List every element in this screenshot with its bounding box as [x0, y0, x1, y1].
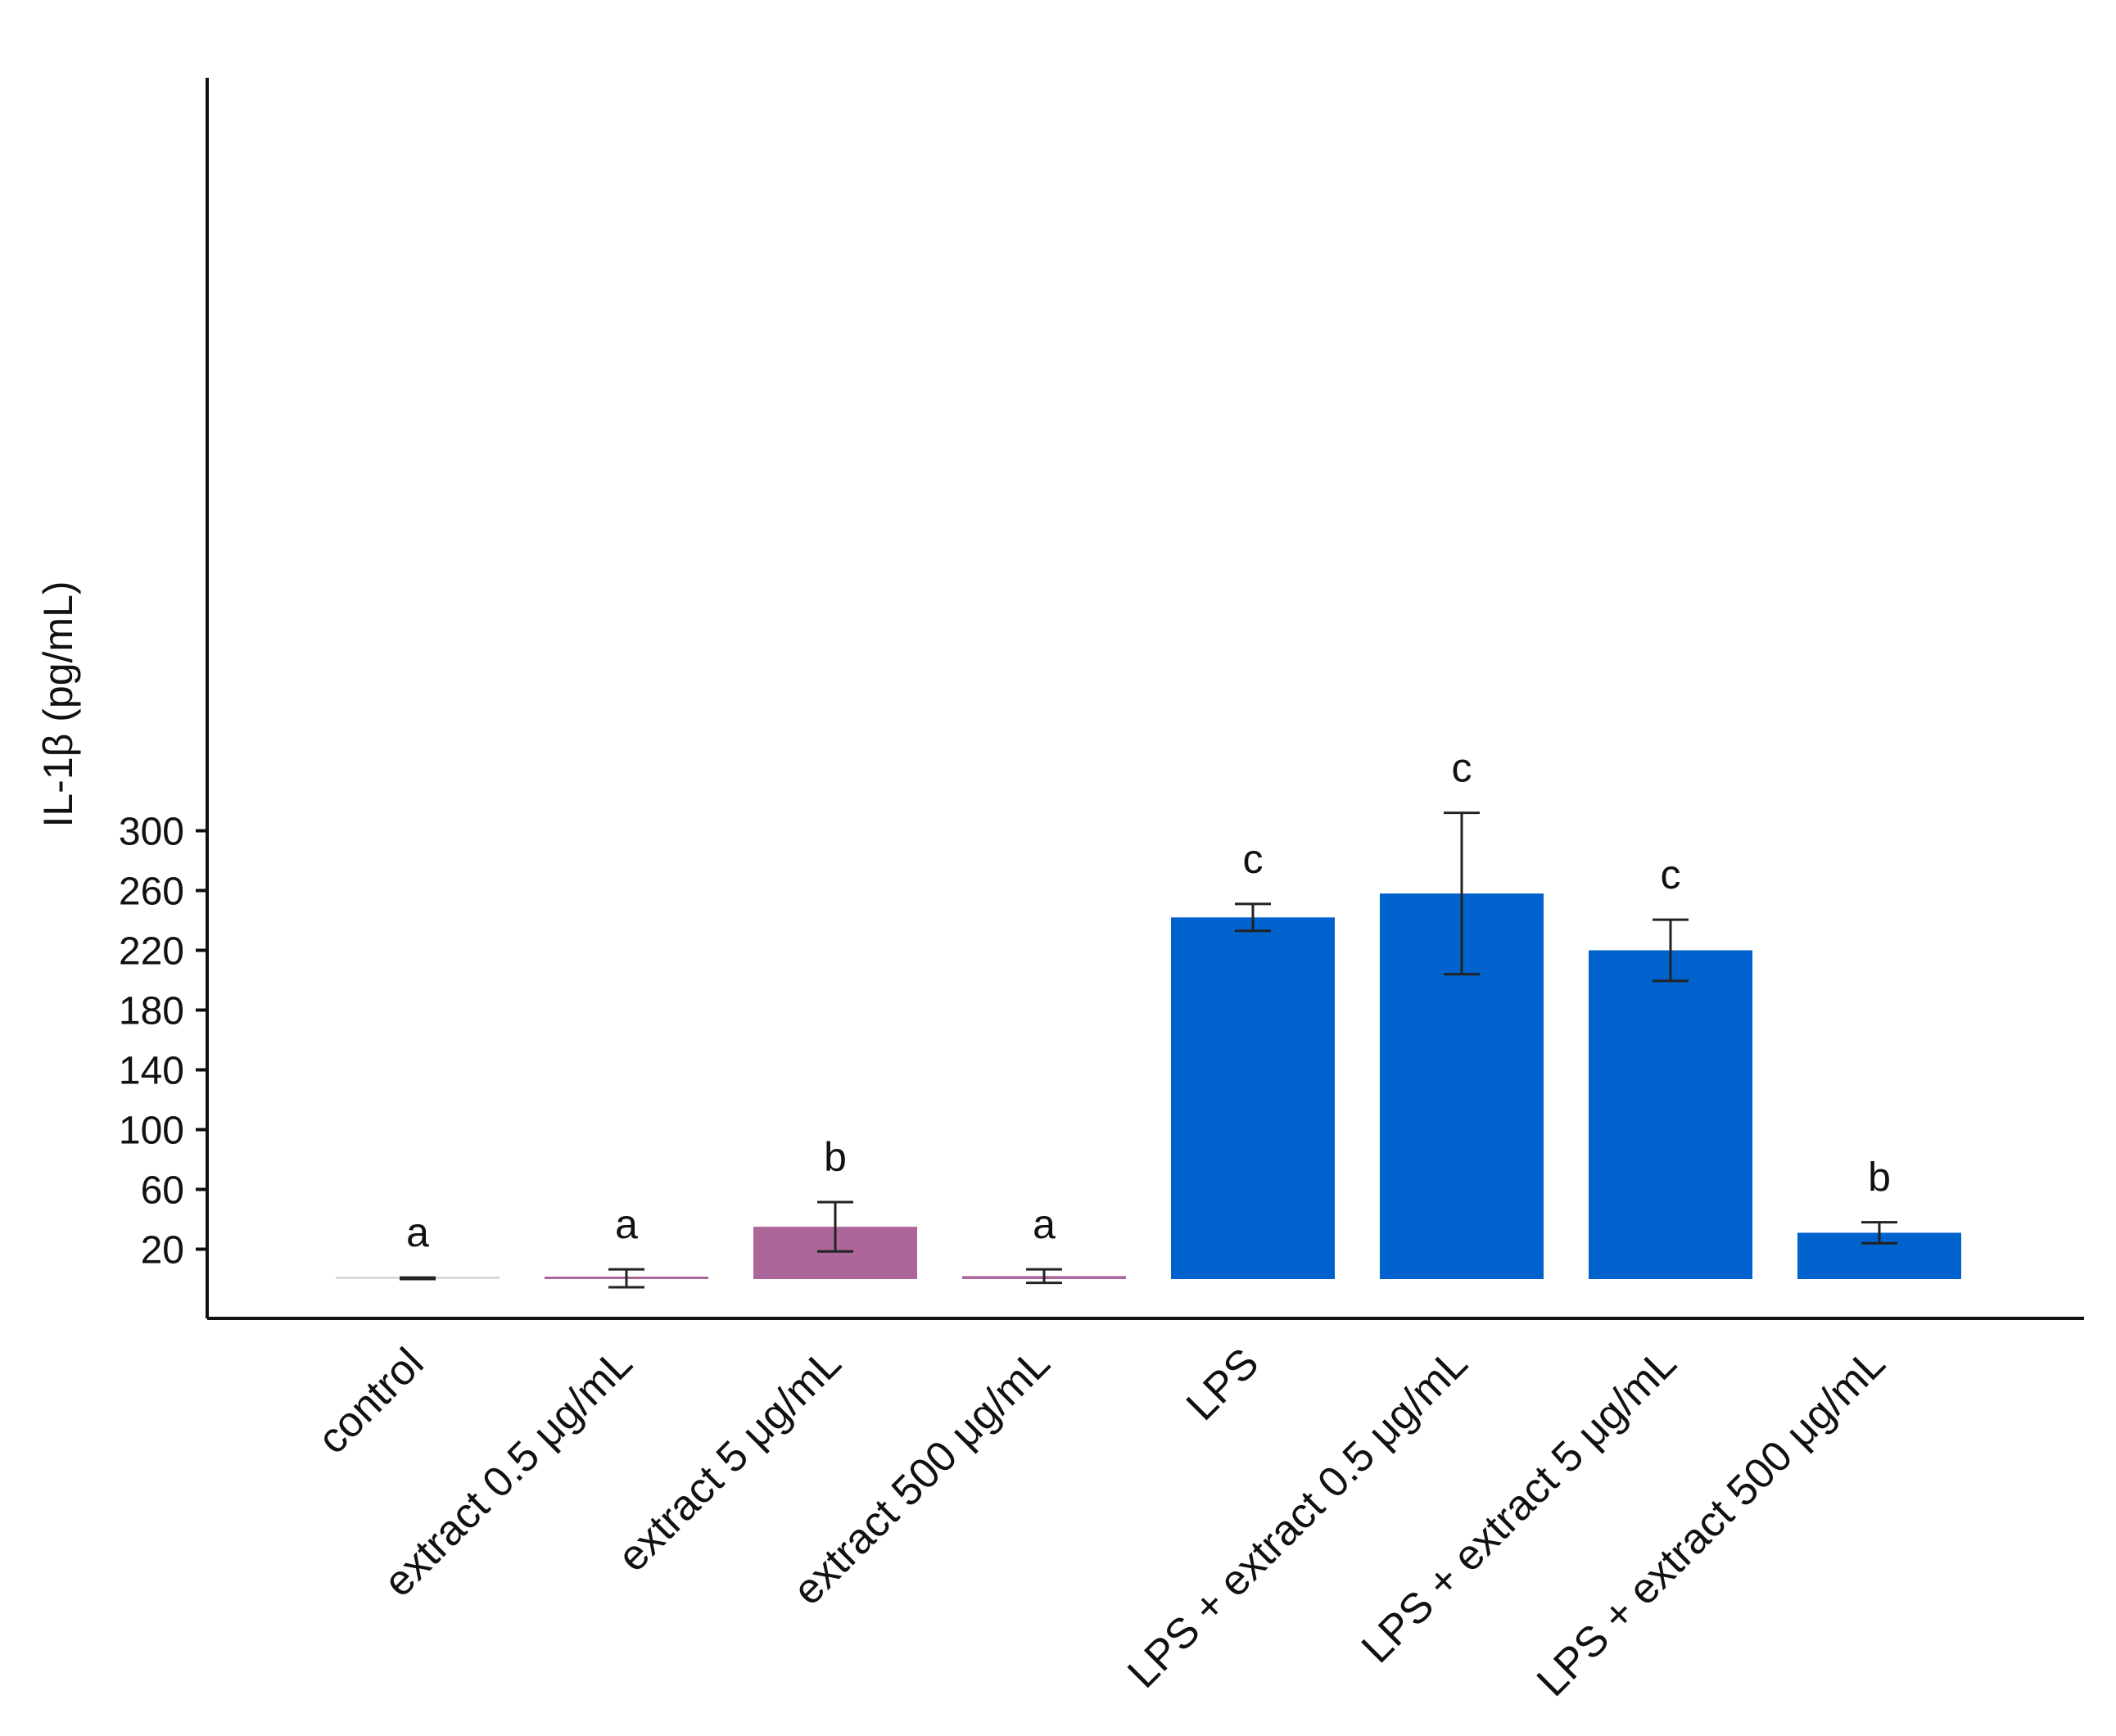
y-axis-label: IL-1β (pg/mL) — [35, 581, 81, 827]
y-tick-label: 260 — [119, 870, 184, 914]
significance-label: b — [1868, 1155, 1891, 1200]
significance-label: c — [1452, 745, 1472, 791]
x-tick-label: LPS + extract 0.5 μg/mL — [1119, 1339, 1476, 1697]
x-tick-label: LPS + extract 500 μg/mL — [1528, 1339, 1894, 1705]
y-tick-label: 220 — [119, 930, 184, 974]
significance-label: a — [406, 1209, 429, 1255]
y-tick-label: 140 — [119, 1050, 184, 1093]
x-tick-label: extract 5 μg/mL — [608, 1339, 850, 1580]
significance-label: b — [824, 1134, 847, 1180]
significance-label: c — [1243, 836, 1264, 882]
axes-layer — [196, 78, 2084, 1320]
y-tick-label: 300 — [119, 811, 184, 854]
y-tick-label: 180 — [119, 990, 184, 1033]
significance-label: a — [615, 1201, 638, 1247]
x-tick-label: LPS — [1178, 1339, 1268, 1430]
bar — [1589, 950, 1752, 1279]
significance-label: c — [1661, 852, 1681, 897]
significance-label: a — [1033, 1201, 1056, 1247]
x-tick-label: control — [309, 1339, 432, 1462]
bar — [1171, 917, 1335, 1279]
y-tick-label: 100 — [119, 1110, 184, 1153]
y-tick-label: 20 — [141, 1229, 184, 1273]
bars-layer — [336, 811, 1961, 1289]
y-tick-label: 60 — [141, 1169, 184, 1213]
